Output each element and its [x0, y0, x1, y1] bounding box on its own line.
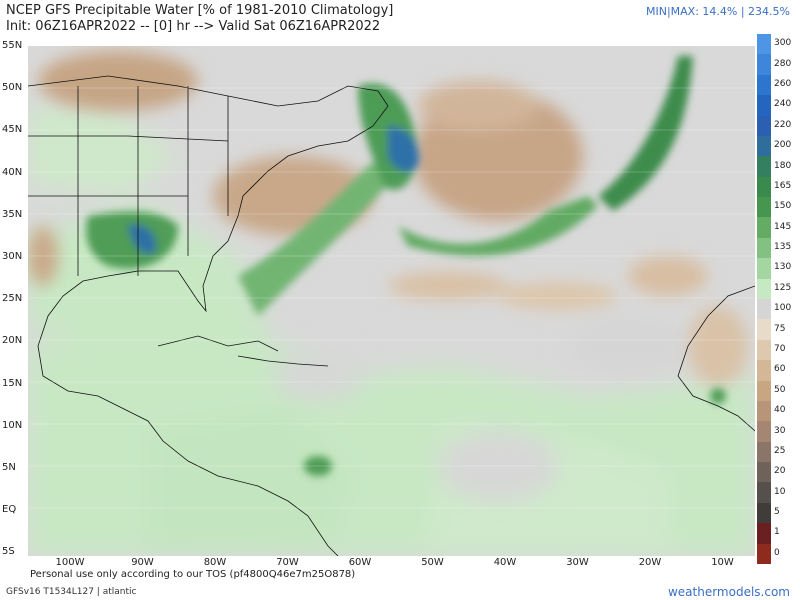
colorbar-label: 0 — [774, 547, 780, 558]
colorbar-segment — [757, 237, 771, 259]
lon-label: 100W — [55, 557, 85, 568]
lon-label: 80W — [203, 557, 227, 568]
colorbar-segment — [757, 380, 771, 402]
model-info: GFSv16 T1534L127 | atlantic — [6, 587, 137, 597]
colorbar-segment — [757, 54, 771, 76]
colorbar-label: 165 — [774, 180, 792, 191]
lon-label: 70W — [276, 557, 299, 568]
colorbar-label: 40 — [774, 405, 786, 416]
colorbar — [757, 34, 771, 565]
colorbar-label: 280 — [774, 58, 792, 69]
lat-label: EQ — [2, 504, 17, 516]
lat-label: 45N — [2, 124, 23, 136]
colorbar-label: 20 — [774, 466, 786, 477]
map-title: NCEP GFS Precipitable Water [% of 1981-2… — [6, 3, 394, 18]
colorbar-segment — [757, 217, 771, 239]
colorbar-segment — [757, 34, 771, 55]
lat-label: 5N — [2, 462, 16, 473]
colorbar-label: 125 — [774, 282, 792, 293]
colorbar-label: 75 — [774, 323, 786, 334]
tropical-moisture — [28, 106, 755, 556]
lat-label: 15N — [2, 377, 23, 389]
colorbar-label: 180 — [774, 160, 792, 171]
colorbar-segment — [757, 360, 771, 382]
colorbar-label: 135 — [774, 242, 792, 253]
colorbar-segment — [757, 421, 771, 443]
lat-label: 10N — [2, 419, 23, 431]
colorbar-label: 1 — [774, 527, 780, 538]
colorbar-label: 10 — [774, 486, 786, 497]
brand-link[interactable]: weathermodels.com — [667, 585, 790, 599]
lon-label: 40W — [493, 557, 517, 568]
precipitable-water-map — [28, 46, 755, 556]
colorbar-segment — [757, 197, 771, 218]
colorbar-label: 50 — [774, 384, 786, 395]
lon-label: 90W — [131, 557, 154, 568]
colorbar-segment — [757, 135, 771, 157]
colorbar-segment — [757, 319, 771, 341]
lon-label: 10W — [711, 557, 734, 568]
tos-notice: Personal use only according to our TOS (… — [30, 569, 356, 580]
colorbar-label: 200 — [774, 140, 792, 151]
minmax-readout: MIN|MAX: 14.4% | 234.5% — [645, 5, 790, 18]
colorbar-segment — [757, 299, 771, 320]
colorbar-label: 60 — [774, 364, 786, 375]
map-subtitle: Init: 06Z16APR2022 -- [0] hr --> Valid S… — [6, 19, 381, 34]
lat-label: 40N — [2, 166, 23, 178]
colorbar-label: 130 — [774, 262, 792, 273]
colorbar-segment — [757, 176, 771, 198]
colorbar-label: 240 — [774, 99, 792, 110]
colorbar-segment — [757, 482, 771, 504]
lat-label: 5S — [2, 546, 15, 558]
lat-label: 35N — [2, 208, 23, 220]
colorbar-segment — [757, 543, 771, 565]
colorbar-segment — [757, 156, 771, 178]
colorbar-label: 150 — [774, 201, 792, 212]
lat-label: 55N — [2, 40, 23, 51]
colorbar-segment — [757, 95, 771, 117]
colorbar-label: 100 — [774, 303, 792, 314]
gridlines — [28, 87, 755, 509]
lon-label: 30W — [566, 557, 589, 568]
lat-label: 20N — [2, 335, 23, 347]
lon-label: 50W — [421, 557, 444, 568]
colorbar-segment — [757, 74, 771, 96]
lat-label: 25N — [2, 293, 23, 305]
colorbar-segment — [757, 400, 771, 422]
colorbar-segment — [757, 339, 771, 361]
lat-label: 30N — [2, 251, 23, 262]
lon-label: 60W — [348, 557, 372, 568]
coastlines — [28, 75, 755, 556]
colorbar-label: 30 — [774, 425, 786, 436]
colorbar-segment — [757, 258, 771, 280]
colorbar-segment — [757, 523, 771, 545]
colorbar-segment — [757, 502, 771, 524]
colorbar-label: 260 — [774, 78, 792, 89]
colorbar-label: 145 — [774, 221, 792, 232]
colorbar-label: 220 — [774, 119, 792, 130]
colorbar-label: 300 — [774, 38, 792, 49]
colorbar-segment — [757, 278, 771, 300]
colorbar-label: 5 — [774, 507, 780, 518]
lon-label: 20W — [638, 557, 662, 568]
colorbar-segment — [757, 441, 771, 463]
colorbar-label: 25 — [774, 445, 786, 456]
colorbar-label: 70 — [774, 343, 786, 354]
lat-label: 50N — [2, 82, 23, 94]
colorbar-segment — [757, 115, 771, 137]
colorbar-segment — [757, 462, 771, 483]
